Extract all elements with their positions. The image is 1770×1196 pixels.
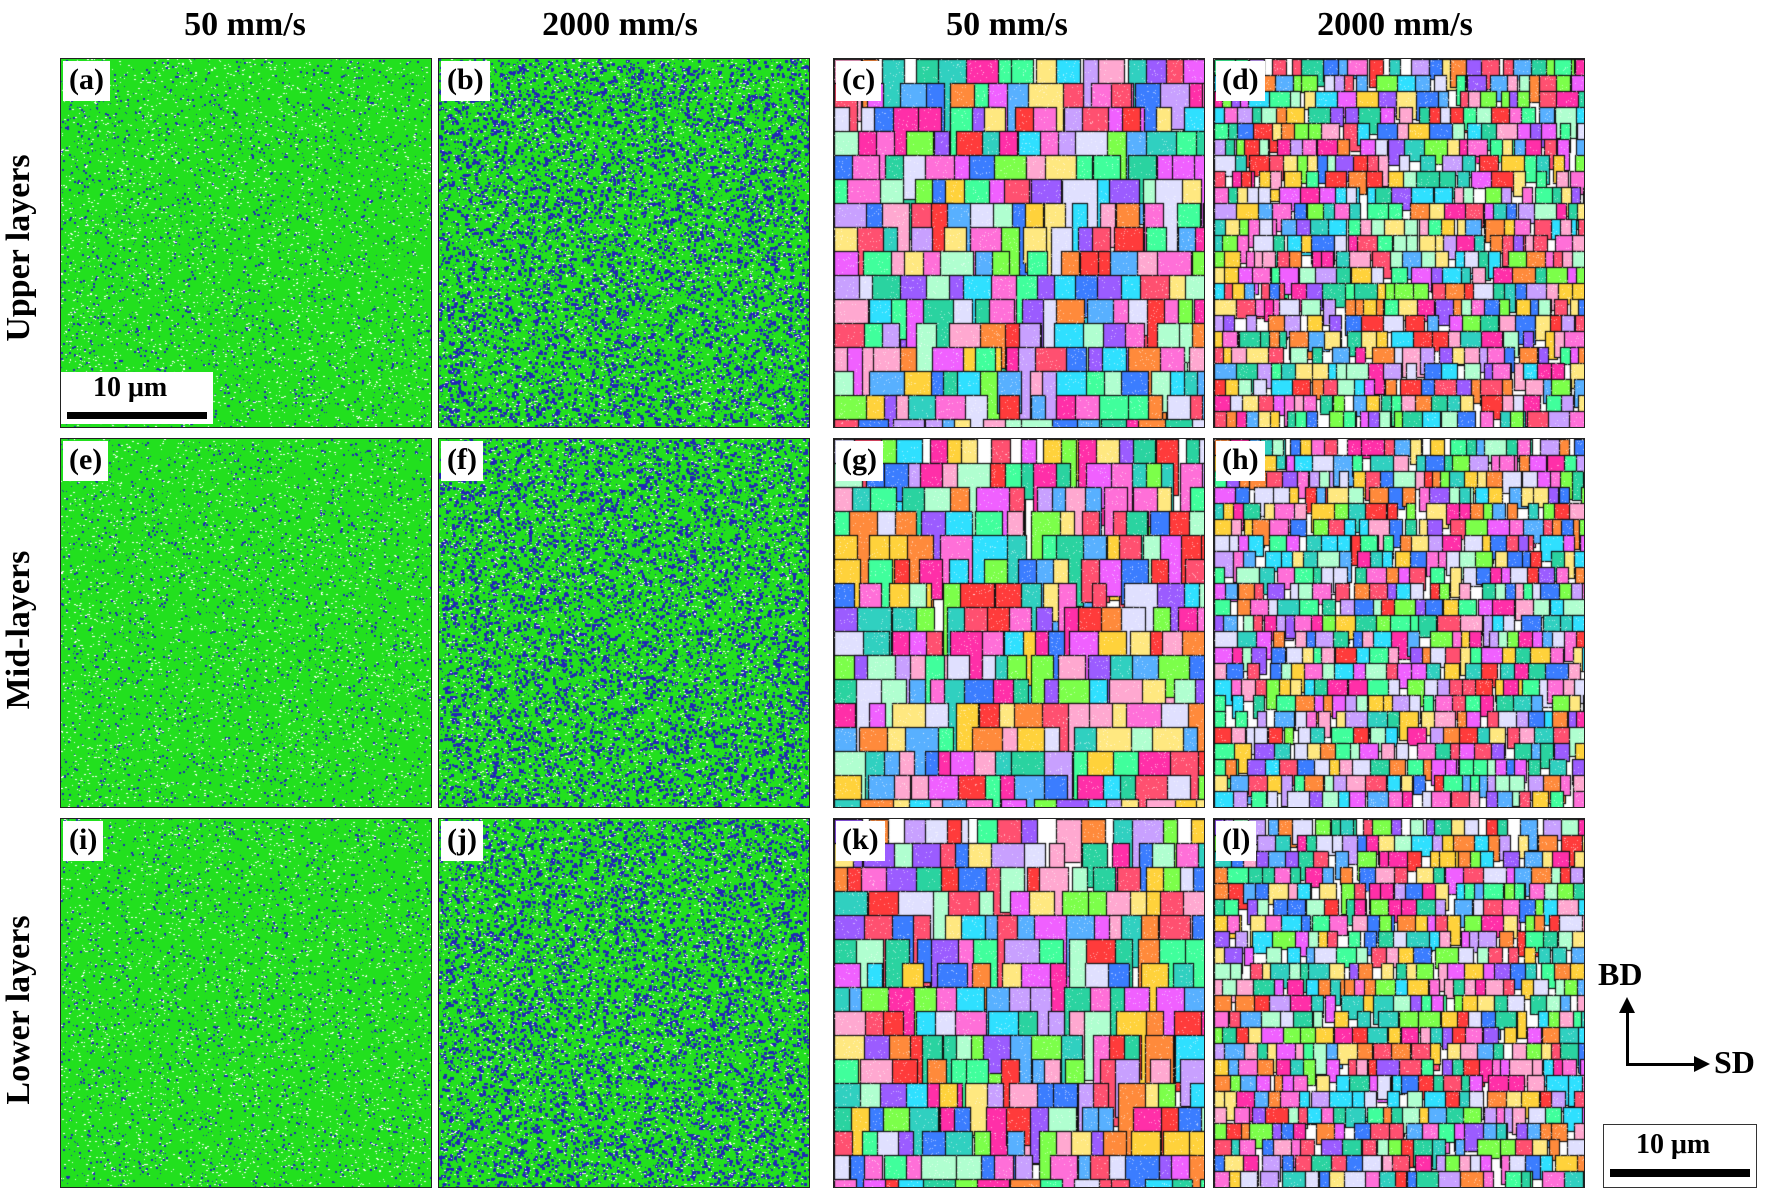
- panel-label: (k): [836, 821, 885, 861]
- panel-b: (b): [438, 58, 810, 428]
- column-header-1: 50 mm/s: [184, 6, 306, 43]
- panel-label: (g): [836, 441, 883, 481]
- panel-label: (b): [441, 61, 490, 101]
- panel-h: (h): [1213, 438, 1585, 808]
- axis-horizontal-line: [1626, 1063, 1696, 1066]
- row-header-lower: Lower layers: [0, 915, 37, 1105]
- column-header-2: 2000 mm/s: [542, 6, 698, 43]
- panel-e: (e): [60, 438, 432, 808]
- scale-bar-box-right: 10 μm: [1603, 1124, 1757, 1188]
- panel-c: (c): [833, 58, 1205, 428]
- scale-bar-right: [1610, 1169, 1750, 1177]
- phase-map-image: [439, 59, 809, 427]
- phase-map-image: [439, 819, 809, 1187]
- panel-label: (c): [836, 61, 882, 101]
- panel-label: (d): [1216, 61, 1265, 101]
- orientation-map-image: [1214, 819, 1584, 1187]
- panel-label: (l): [1216, 821, 1257, 861]
- panel-a: (a): [60, 58, 432, 428]
- orientation-map-image: [834, 439, 1204, 807]
- axis-vertical-line: [1626, 1010, 1629, 1066]
- orientation-map-image: [1214, 439, 1584, 807]
- panel-k: (k): [833, 818, 1205, 1188]
- panel-i: (i): [60, 818, 432, 1188]
- phase-map-image: [61, 59, 431, 427]
- axis-label-bd: BD: [1598, 956, 1643, 992]
- panel-label: (i): [63, 821, 104, 861]
- column-header-3: 50 mm/s: [946, 6, 1068, 43]
- scale-bar-label-right: 10 μm: [1636, 1129, 1711, 1160]
- row-header-upper: Upper layers: [0, 154, 37, 342]
- panel-l: (l): [1213, 818, 1585, 1188]
- arrow-right-icon: [1694, 1056, 1710, 1072]
- orientation-map-image: [1214, 59, 1584, 427]
- row-header-mid: Mid-layers: [0, 550, 37, 710]
- panel-label: (j): [441, 821, 483, 861]
- column-header-4: 2000 mm/s: [1317, 6, 1473, 43]
- axis-label-sd: SD: [1714, 1044, 1755, 1080]
- panel-label: (a): [63, 61, 110, 101]
- panel-j: (j): [438, 818, 810, 1188]
- phase-map-image: [61, 819, 431, 1187]
- panel-d: (d): [1213, 58, 1585, 428]
- phase-map-image: [439, 439, 809, 807]
- panel-g: (g): [833, 438, 1205, 808]
- orientation-map-image: [834, 819, 1204, 1187]
- panel-label: (h): [1216, 441, 1265, 481]
- phase-map-image: [61, 439, 431, 807]
- orientation-map-image: [834, 59, 1204, 427]
- panel-label: (f): [441, 441, 483, 481]
- scale-bar-left: [67, 412, 207, 419]
- scale-bar-label-left: 10 μm: [93, 372, 168, 403]
- scale-bar-box-left: 10 μm: [61, 372, 213, 424]
- panel-label: (e): [63, 441, 109, 481]
- panel-f: (f): [438, 438, 810, 808]
- arrow-up-icon: [1619, 997, 1635, 1013]
